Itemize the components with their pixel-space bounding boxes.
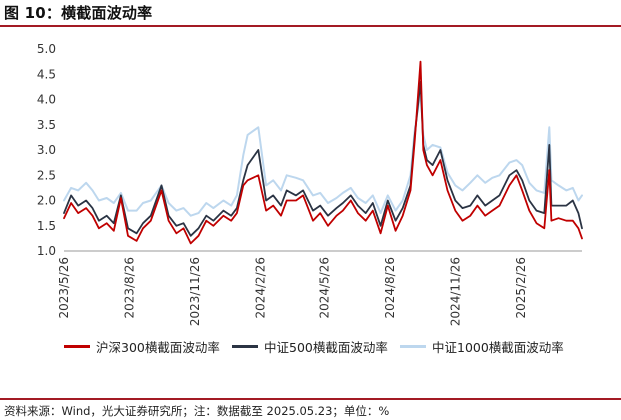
- legend-label-hs300: 沪深300横截面波动率: [96, 340, 220, 355]
- x-tick-label: 2024/5/26: [317, 257, 331, 319]
- title-rule: [0, 25, 621, 27]
- y-tick-label: 2.5: [37, 168, 56, 182]
- legend-label-zz1000: 中证1000横截面波动率: [432, 340, 564, 355]
- x-tick-label: 2023/8/26: [122, 257, 136, 319]
- y-tick-label: 4.5: [37, 67, 56, 81]
- y-tick-label: 3.5: [37, 118, 56, 132]
- y-tick-label: 1.0: [37, 244, 56, 258]
- y-tick-label: 5.0: [37, 42, 56, 56]
- y-tick-label: 3.0: [37, 143, 56, 157]
- legend-item-hs300: 沪深300横截面波动率: [64, 337, 220, 356]
- legend-swatch-zz500: [232, 345, 258, 348]
- chart-legend: 沪深300横截面波动率 中证500横截面波动率 中证1000横截面波动率: [0, 337, 621, 357]
- y-tick-label: 2.0: [37, 194, 56, 208]
- x-tick-label: 2024/2/26: [253, 257, 267, 319]
- x-tick-label: 2023/5/26: [57, 257, 71, 319]
- legend-swatch-zz1000: [400, 345, 426, 348]
- volatility-line-chart: 1.0 1.5 2.0 2.5 3.0 3.5 4.0 4.5 5.0 2023/5/26 2023…: [37, 42, 583, 326]
- source-rule: [0, 398, 621, 400]
- legend-swatch-hs300: [64, 345, 90, 348]
- y-tick-label: 4.0: [37, 93, 56, 107]
- x-tick-label: 2024/11/26: [448, 257, 462, 326]
- x-tick-label: 2023/11/26: [188, 257, 202, 326]
- series-line-zz500: [63, 80, 583, 237]
- source-note: 资料来源：Wind，光大证券研究所；注：数据截至 2025.05.23；单位：%: [4, 404, 390, 418]
- y-tick-label: 1.5: [37, 219, 56, 233]
- figure-title: 图 10：横截面波动率: [4, 4, 153, 22]
- series-line-zz1000: [63, 90, 583, 217]
- legend-item-zz500: 中证500横截面波动率: [232, 337, 388, 356]
- legend-label-zz500: 中证500横截面波动率: [264, 340, 388, 355]
- x-tick-label: 2024/8/26: [383, 257, 397, 319]
- x-tick-label: 2025/2/26: [514, 257, 528, 319]
- series-line-hs300: [63, 60, 583, 245]
- legend-item-zz1000: 中证1000横截面波动率: [400, 337, 564, 356]
